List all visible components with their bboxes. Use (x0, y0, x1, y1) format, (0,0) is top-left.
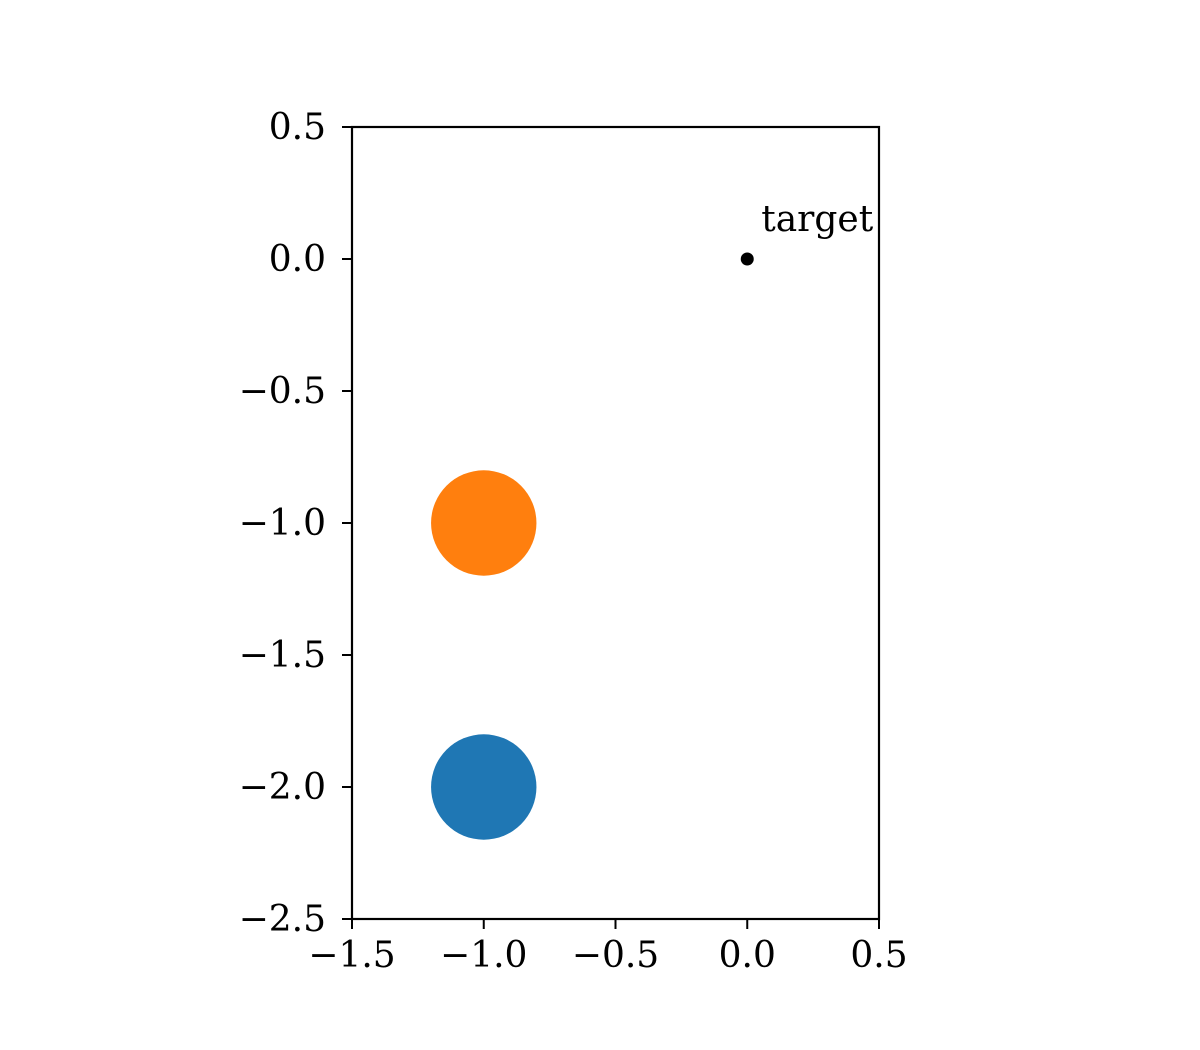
target-point (740, 252, 754, 266)
x-tick-label: −1.0 (440, 935, 527, 976)
y-tick-label: −2.5 (239, 899, 326, 940)
x-axis: −1.5 −1.0 −0.5 0.0 0.5 (308, 919, 908, 976)
x-tick-label: −0.5 (572, 935, 659, 976)
y-tick-label: −1.5 (239, 635, 326, 676)
y-tick-label: 0.0 (269, 239, 326, 280)
target-label: target (761, 199, 873, 240)
circle-marker-1 (431, 470, 537, 576)
y-tick-label: −0.5 (239, 371, 326, 412)
y-tick-label: −2.0 (239, 767, 326, 808)
circle-marker-2 (431, 734, 537, 840)
plot-marks: target (431, 199, 874, 840)
y-tick-label: 0.5 (269, 107, 326, 148)
y-tick-label: −1.0 (239, 503, 326, 544)
x-tick-label: 0.5 (850, 935, 907, 976)
x-tick-label: −1.5 (308, 935, 395, 976)
x-tick-label: 0.0 (719, 935, 776, 976)
y-axis: 0.5 0.0 −0.5 −1.0 −1.5 −2.0 −2.5 (239, 107, 352, 940)
